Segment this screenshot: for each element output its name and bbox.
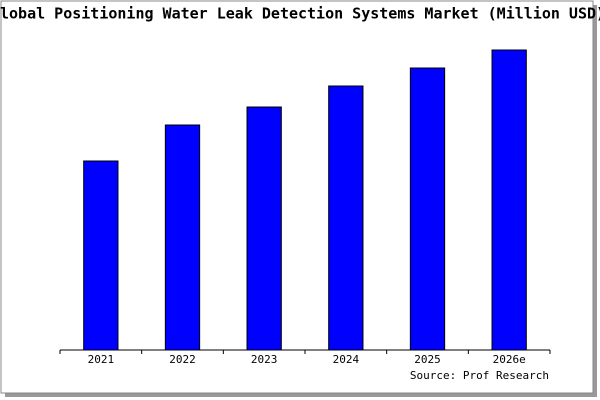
- plot-area: [60, 48, 550, 350]
- bar: [328, 85, 364, 351]
- x-tick-label: 2021: [88, 353, 115, 366]
- bar: [409, 67, 446, 351]
- bar: [246, 106, 282, 351]
- chart-title: Global Positioning Water Leak Detection …: [0, 5, 600, 23]
- x-tick-label: 2024: [333, 353, 360, 366]
- bar: [164, 124, 201, 351]
- source-note: Source: Prof Research: [410, 369, 549, 382]
- x-tick-label: 2026e: [493, 353, 526, 366]
- x-tick-label: 2022: [169, 353, 196, 366]
- x-tick-label: 2023: [251, 353, 278, 366]
- bar: [491, 49, 527, 351]
- x-tick-label: 2025: [414, 353, 441, 366]
- bar: [83, 160, 119, 351]
